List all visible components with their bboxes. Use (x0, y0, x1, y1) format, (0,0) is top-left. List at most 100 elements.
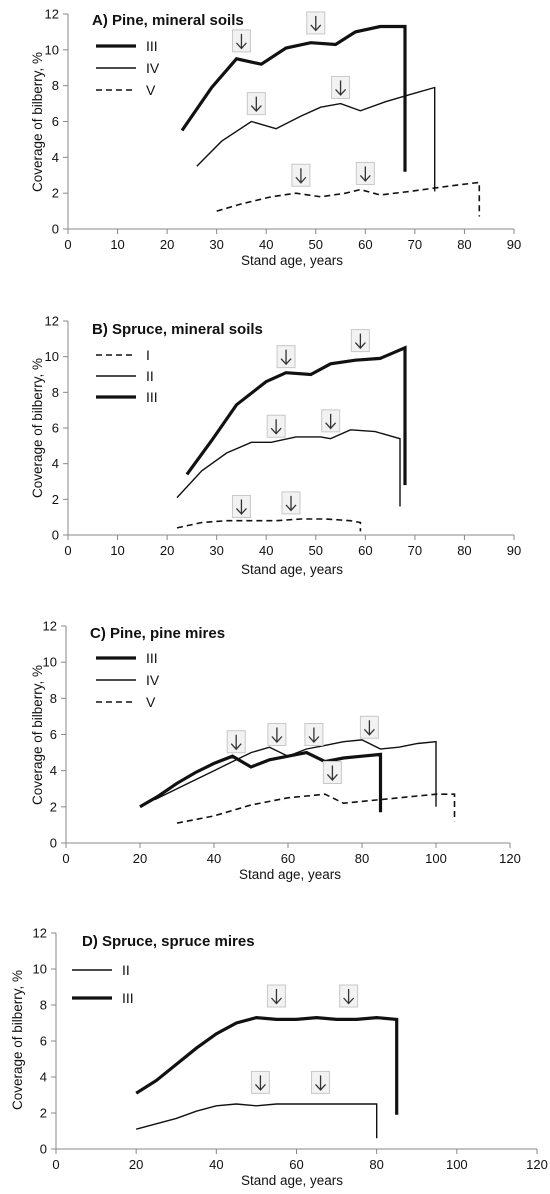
panel-c-x-tick-label: 100 (425, 851, 447, 866)
panel-b-x-tick-label: 60 (358, 543, 372, 558)
down-arrow-icon (231, 494, 251, 518)
panel-a-y-tick-label: 6 (52, 114, 59, 129)
panel-c-x-tick-label: 80 (355, 851, 369, 866)
down-arrow-icon (281, 491, 301, 515)
arrow-head (326, 774, 338, 781)
panel-c-legend-label-v: V (146, 694, 156, 710)
panel-a-x-tick-label: 10 (110, 237, 124, 252)
down-arrow-icon (355, 161, 375, 185)
panel-b-legend-label-i: I (146, 347, 150, 363)
arrow-head (230, 743, 242, 751)
panel-b-x-tick-label: 10 (110, 543, 124, 558)
arrow-head (335, 89, 347, 96)
panel-c-y-tick-label: 2 (50, 799, 57, 814)
panel-c-series-line-iv (154, 739, 437, 807)
panel-b-legend-label-ii: II (146, 368, 154, 384)
panel-c-series-line-iii (139, 750, 383, 813)
panel-c-x-tick-label: 40 (207, 851, 221, 866)
panel-b-y-tick-label: 2 (52, 492, 59, 507)
down-arrow-icon (306, 11, 326, 35)
panel-b-x-tick-label: 20 (160, 543, 174, 558)
panel-d-y-tick-label: 10 (33, 962, 47, 977)
panel-a-x-tick-label: 70 (408, 237, 422, 252)
panel-a-x-tick-label: 90 (507, 237, 521, 252)
down-arrow-icon (311, 1070, 331, 1094)
arrow-head (295, 176, 307, 184)
down-arrow-icon (266, 984, 286, 1008)
arrow-head (271, 736, 283, 743)
down-arrow-icon (226, 730, 246, 754)
arrow-head (359, 175, 371, 182)
arrow-head (270, 427, 282, 435)
panel-c-series-line-v (176, 793, 456, 824)
panel-b-x-axis-label: Stand age, years (241, 562, 343, 577)
panel-d-y-tick-label: 0 (40, 1142, 47, 1157)
panel-a-series-line-iv (196, 86, 436, 192)
panel-a-x-tick-label: 80 (457, 237, 471, 252)
panel-b-x-tick-label: 80 (457, 543, 471, 558)
panel-c-y-tick-label: 4 (50, 763, 57, 778)
down-arrow-icon (276, 345, 296, 369)
panel-d-series-line-ii (136, 1103, 378, 1139)
arrow-head (254, 1083, 266, 1091)
panel-c-y-tick-label: 6 (50, 727, 57, 742)
panel-a-legend-label-iii: III (146, 38, 158, 54)
down-arrow-icon (291, 163, 311, 187)
panel-a-y-axis-label: Coverage of bilberry, % (30, 52, 45, 192)
panel-b-x-tick-label: 40 (259, 543, 273, 558)
panel-d-legend-label-iii: III (122, 990, 134, 1006)
arrow-head (310, 24, 322, 32)
panel-d-y-tick-label: 4 (40, 1070, 47, 1085)
panel-d-x-axis-label: Stand age, years (241, 1173, 343, 1188)
down-arrow-icon (339, 984, 359, 1008)
panel-a-series-line-iii (180, 24, 407, 172)
panel-a-x-tick-label: 50 (309, 237, 323, 252)
panel-a: A) Pine, mineral soils Stand age, years … (30, 12, 343, 268)
panel-c-y-tick-label: 0 (50, 836, 57, 851)
panel-a-y-tick-label: 2 (52, 186, 59, 201)
panel-a-y-tick-label: 4 (52, 150, 59, 165)
panel-b-x-tick-label: 30 (209, 543, 223, 558)
panel-b-y-tick-label: 6 (52, 421, 59, 436)
panel-b-y-tick-label: 0 (52, 528, 59, 543)
panel-b: B) Spruce, mineral soils Stand age, year… (30, 321, 343, 577)
panel-c-y-tick-label: 10 (43, 655, 57, 670)
arrow-head (315, 1083, 327, 1091)
panel-d-x-tick-label: 40 (209, 1157, 223, 1172)
down-arrow-icon (321, 409, 341, 433)
panel-d-y-tick-label: 6 (40, 1034, 47, 1049)
panel-b-x-tick-label: 90 (507, 543, 521, 558)
panel-c-x-axis-label: Stand age, years (239, 867, 341, 882)
panel-a-legend-label-v: V (146, 82, 156, 98)
panel-a-x-tick-label: 30 (209, 237, 223, 252)
panel-d-x-tick-label: 20 (129, 1157, 143, 1172)
arrow-head (270, 997, 282, 1005)
arrow-head (235, 508, 247, 515)
down-arrow-icon (304, 723, 324, 746)
panel-b-x-tick-label: 0 (64, 543, 71, 558)
arrow-head (250, 105, 262, 113)
panel-c-legend-label-iii: III (146, 650, 158, 666)
panel-d-y-tick-label: 12 (33, 926, 47, 941)
panel-c-y-tick-label: 8 (50, 691, 57, 706)
panel-d: D) Spruce, spruce mires Stand age, years… (10, 933, 343, 1188)
panel-a-x-tick-label: 0 (64, 237, 71, 252)
panel-a-y-tick-label: 0 (52, 222, 59, 237)
arrow-head (308, 736, 320, 743)
panel-d-y-axis-label: Coverage of bilberry, % (10, 970, 25, 1110)
arrow-head (363, 728, 375, 736)
down-arrow-icon (266, 414, 286, 438)
panel-a-x-tick-label: 40 (259, 237, 273, 252)
panel-b-y-tick-label: 4 (52, 456, 59, 471)
panel-d-x-tick-label: 120 (526, 1157, 548, 1172)
panel-b-x-tick-label: 50 (309, 543, 323, 558)
down-arrow-icon (359, 715, 379, 739)
panel-b-y-axis-label: Coverage of bilberry, % (30, 358, 45, 498)
panel-a-plot: 0 2 4 6 8 10 12 0 10 20 30 40 50 60 70 80 90 III IV V (45, 7, 522, 253)
down-arrow-icon (246, 92, 266, 116)
panel-d-y-tick-label: 8 (40, 998, 47, 1013)
panel-c-y-axis-label: Coverage of bilberry, % (30, 665, 45, 805)
